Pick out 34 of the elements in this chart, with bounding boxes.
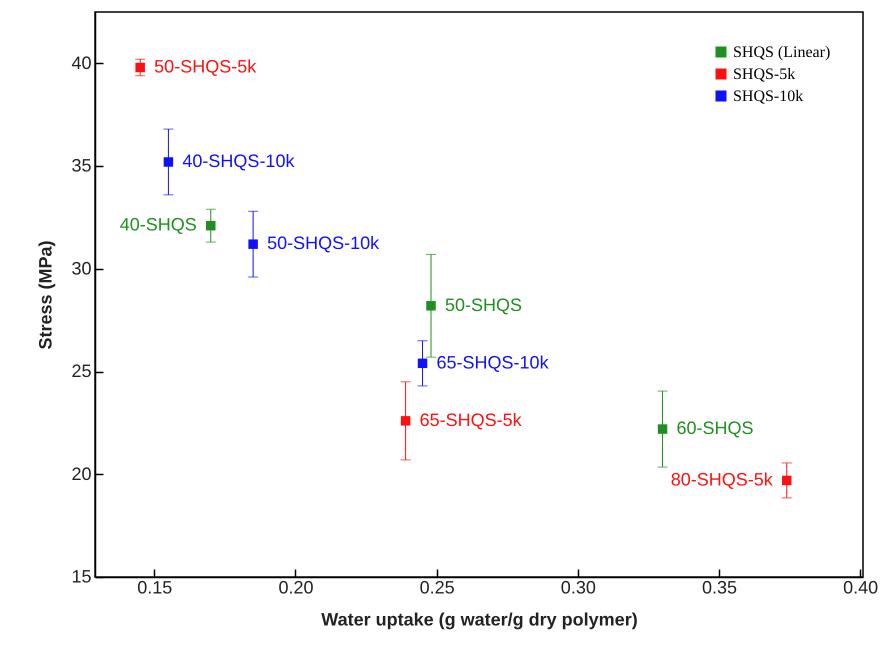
y-tick-label: 20 [71, 464, 92, 484]
annotation: 65-SHQS-10k [436, 352, 550, 372]
point [206, 220, 216, 230]
point [135, 62, 145, 72]
x-tick-label: 0.35 [702, 578, 738, 598]
annotation: 50-SHQS [445, 294, 522, 315]
annotation: 80-SHQS-5k [670, 469, 774, 490]
point [418, 358, 428, 368]
legend-label: SHQS-10k [733, 88, 804, 105]
x-tick-label: 0.30 [560, 578, 596, 598]
y-tick-label: 15 [71, 566, 92, 586]
point [782, 476, 792, 486]
annotation: 60-SHQS [676, 418, 754, 438]
x-tick-label: 0.25 [420, 578, 455, 598]
y-tick-label: 30 [71, 258, 92, 278]
y-axis-title: Stress (MPa) [35, 240, 56, 350]
annotation: 40-SHQS-10k [182, 150, 296, 171]
annotation: 50-SHQS-10k [267, 233, 380, 254]
y-tick-label: 35 [71, 156, 92, 176]
point [400, 416, 410, 426]
legend-label: SHQS-5k [733, 66, 796, 83]
x-tick-label: 0.20 [278, 578, 314, 598]
x-axis-title: Water uptake (g water/g dry polymer) [321, 610, 638, 630]
y-tick-label: 40 [71, 52, 92, 73]
annotation: 65-SHQS-5k [420, 410, 523, 430]
y-tick-label: 25 [71, 361, 92, 382]
point [164, 157, 174, 167]
legend-label: SHQS (Linear) [733, 44, 830, 61]
point [658, 424, 668, 434]
x-tick-label: 0.15 [137, 578, 172, 598]
x-tick-label: 0.40 [843, 578, 878, 598]
point [248, 239, 258, 249]
annotation: 50-SHQS-5k [154, 56, 258, 76]
annotation: 40-SHQS [120, 214, 197, 235]
